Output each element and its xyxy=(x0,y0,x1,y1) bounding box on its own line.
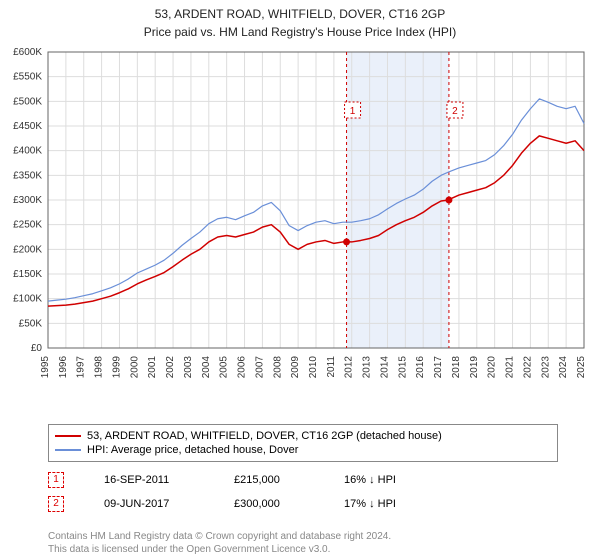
page-title: 53, ARDENT ROAD, WHITFIELD, DOVER, CT16 … xyxy=(0,0,600,23)
svg-text:£350K: £350K xyxy=(13,170,42,181)
svg-text:2009: 2009 xyxy=(290,356,301,379)
svg-text:2011: 2011 xyxy=(326,356,337,378)
legend-label: 53, ARDENT ROAD, WHITFIELD, DOVER, CT16 … xyxy=(87,430,442,442)
footer-attribution: Contains HM Land Registry data © Crown c… xyxy=(48,530,568,556)
svg-text:£400K: £400K xyxy=(13,146,42,157)
svg-text:2015: 2015 xyxy=(397,356,408,379)
svg-text:2012: 2012 xyxy=(344,356,355,379)
svg-text:£0: £0 xyxy=(31,343,43,354)
legend-swatch xyxy=(55,449,81,451)
legend-row: HPI: Average price, detached house, Dove… xyxy=(55,443,551,457)
svg-text:2002: 2002 xyxy=(165,356,176,379)
legend-label: HPI: Average price, detached house, Dove… xyxy=(87,444,298,456)
svg-text:1: 1 xyxy=(350,106,356,117)
svg-text:2000: 2000 xyxy=(129,356,140,379)
footer-line-2: This data is licensed under the Open Gov… xyxy=(48,543,568,556)
svg-text:2016: 2016 xyxy=(415,356,426,379)
svg-text:£300K: £300K xyxy=(13,195,42,206)
svg-text:1995: 1995 xyxy=(40,356,51,379)
svg-text:1999: 1999 xyxy=(111,356,122,379)
svg-text:2001: 2001 xyxy=(147,356,158,379)
svg-text:2006: 2006 xyxy=(237,356,248,379)
svg-text:£250K: £250K xyxy=(13,220,42,231)
sale-row-1: 1 16-SEP-2011 £215,000 16% ↓ HPI xyxy=(48,472,568,488)
svg-text:£600K: £600K xyxy=(13,47,42,58)
price-chart: £0£50K£100K£150K£200K£250K£300K£350K£400… xyxy=(48,48,590,398)
svg-text:2010: 2010 xyxy=(308,356,319,379)
svg-text:2004: 2004 xyxy=(201,356,212,379)
svg-text:2017: 2017 xyxy=(433,356,444,379)
svg-text:£550K: £550K xyxy=(13,72,42,83)
svg-text:2023: 2023 xyxy=(540,356,551,379)
svg-text:£50K: £50K xyxy=(19,318,43,329)
svg-text:2013: 2013 xyxy=(362,356,373,379)
sale-row-2: 2 09-JUN-2017 £300,000 17% ↓ HPI xyxy=(48,496,568,512)
page-subtitle: Price paid vs. HM Land Registry's House … xyxy=(0,23,600,39)
svg-text:2021: 2021 xyxy=(505,356,516,379)
svg-text:2003: 2003 xyxy=(183,356,194,379)
legend-swatch xyxy=(55,435,81,437)
svg-text:£150K: £150K xyxy=(13,269,42,280)
sale-price: £215,000 xyxy=(234,474,304,486)
svg-text:2014: 2014 xyxy=(379,356,390,379)
svg-text:2018: 2018 xyxy=(451,356,462,379)
svg-text:2019: 2019 xyxy=(469,356,480,379)
sale-diff: 16% ↓ HPI xyxy=(344,474,396,486)
svg-text:2005: 2005 xyxy=(219,356,230,379)
svg-text:£100K: £100K xyxy=(13,294,42,305)
svg-text:1998: 1998 xyxy=(94,356,105,379)
sale-date: 16-SEP-2011 xyxy=(104,474,194,486)
sale-marker-1: 1 xyxy=(48,472,64,488)
svg-text:2008: 2008 xyxy=(272,356,283,379)
footer-line-1: Contains HM Land Registry data © Crown c… xyxy=(48,530,568,543)
svg-text:2024: 2024 xyxy=(558,356,569,379)
sale-date: 09-JUN-2017 xyxy=(104,498,194,510)
svg-text:2020: 2020 xyxy=(487,356,498,379)
svg-text:2007: 2007 xyxy=(254,356,265,379)
svg-text:£200K: £200K xyxy=(13,244,42,255)
sale-marker-2: 2 xyxy=(48,496,64,512)
svg-text:1997: 1997 xyxy=(76,356,87,379)
sale-price: £300,000 xyxy=(234,498,304,510)
svg-text:1996: 1996 xyxy=(58,356,69,379)
svg-text:2: 2 xyxy=(452,106,458,117)
chart-legend: 53, ARDENT ROAD, WHITFIELD, DOVER, CT16 … xyxy=(48,424,558,462)
svg-text:2025: 2025 xyxy=(576,356,587,379)
svg-text:£450K: £450K xyxy=(13,121,42,132)
sale-diff: 17% ↓ HPI xyxy=(344,498,396,510)
svg-text:2022: 2022 xyxy=(522,356,533,379)
svg-text:£500K: £500K xyxy=(13,96,42,107)
legend-row: 53, ARDENT ROAD, WHITFIELD, DOVER, CT16 … xyxy=(55,429,551,443)
